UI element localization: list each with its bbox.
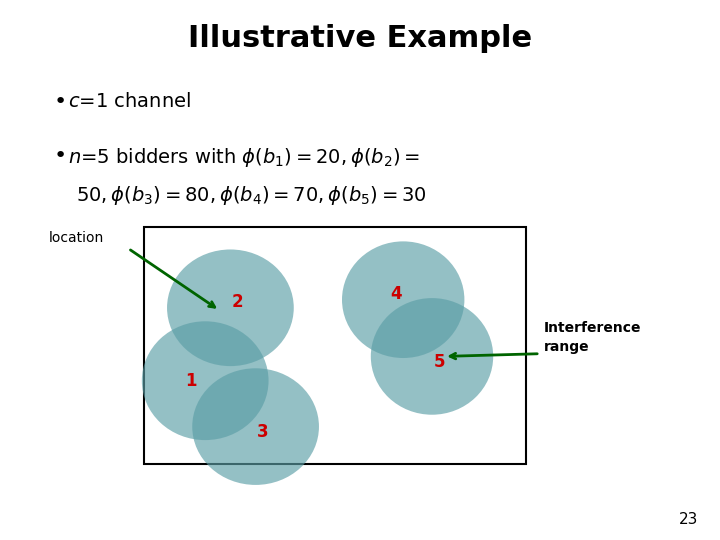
Text: Interference
range: Interference range [544, 321, 641, 354]
Ellipse shape [142, 321, 269, 440]
Text: 23: 23 [679, 511, 698, 526]
Ellipse shape [342, 241, 464, 358]
Text: Illustrative Example: Illustrative Example [188, 24, 532, 53]
Text: 5: 5 [433, 353, 445, 371]
Text: •: • [54, 92, 67, 112]
Ellipse shape [192, 368, 319, 485]
Ellipse shape [167, 249, 294, 366]
Text: 2: 2 [232, 293, 243, 312]
Text: $n$=5 bidders with $\phi(b_1) = 20, \phi(b_2) =$: $n$=5 bidders with $\phi(b_1) = 20, \phi… [68, 146, 420, 169]
Text: 4: 4 [390, 285, 402, 303]
Text: 3: 3 [257, 423, 269, 441]
Text: 1: 1 [185, 372, 197, 390]
Text: $c$=1 channel: $c$=1 channel [68, 92, 192, 111]
Bar [144, 227, 526, 464]
Text: location: location [49, 231, 104, 245]
Ellipse shape [371, 298, 493, 415]
Text: •: • [54, 146, 67, 166]
Text: $50, \phi(b_3) = 80, \phi(b_4) = 70, \phi(b_5) = 30$: $50, \phi(b_3) = 80, \phi(b_4) = 70, \ph… [76, 184, 426, 207]
